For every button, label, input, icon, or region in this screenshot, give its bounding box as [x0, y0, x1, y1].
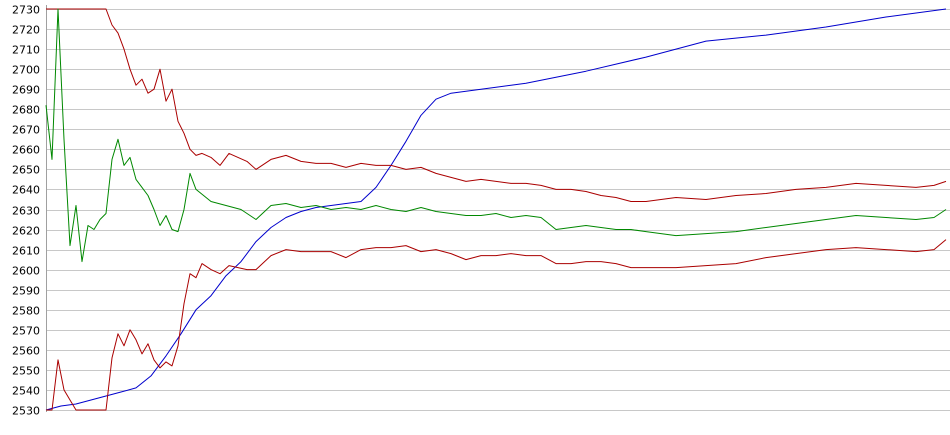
y-tick-labels: 2530 2540 2550 2560 2570 2580 2590 2600 2610 2620…	[12, 4, 40, 418]
y-tick-label: 2550	[12, 365, 40, 378]
y-tick-label: 2700	[12, 64, 40, 77]
series-line-3	[45, 8, 947, 263]
y-tick-label: 2530	[12, 405, 40, 418]
y-tick-label: 2580	[12, 305, 40, 318]
grid	[46, 9, 950, 411]
series-line-2	[46, 8, 947, 202]
y-tick-label: 2610	[12, 245, 40, 258]
y-tick-label: 2570	[12, 325, 40, 338]
series-line-1	[45, 8, 947, 411]
y-tick-label: 2660	[12, 144, 40, 157]
y-tick-label: 2720	[12, 24, 40, 37]
y-tick-label: 2630	[12, 205, 40, 218]
series-lines	[45, 8, 947, 411]
y-tick-label: 2640	[12, 184, 40, 197]
y-tick-label: 2590	[12, 285, 40, 298]
y-tick-label: 2600	[12, 265, 40, 278]
y-tick-label: 2710	[12, 44, 40, 57]
series-line-4	[46, 239, 947, 411]
y-tick-label: 2730	[12, 4, 40, 17]
y-tick-label: 2670	[12, 124, 40, 137]
y-tick-label: 2540	[12, 385, 40, 398]
y-tick-label: 2650	[12, 164, 40, 177]
y-tick-label: 2680	[12, 104, 40, 117]
y-tick-label: 2560	[12, 345, 40, 358]
y-tick-label: 2690	[12, 84, 40, 97]
y-tick-label: 2620	[12, 225, 40, 238]
